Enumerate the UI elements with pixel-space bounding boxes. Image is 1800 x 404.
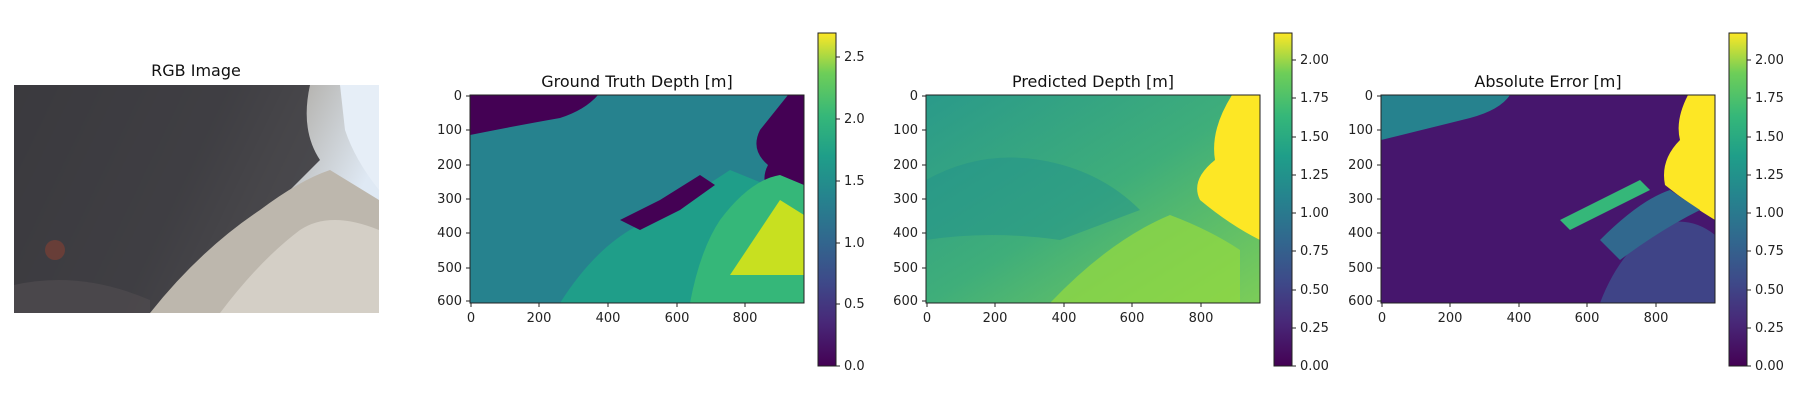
y-tick-label: 200 <box>1348 158 1373 173</box>
y-tick-label: 400 <box>1348 226 1373 241</box>
x-tick-label: 200 <box>527 311 552 326</box>
x-tick-label: 800 <box>1189 311 1214 326</box>
colorbar-tick-label: 1.50 <box>1300 130 1329 145</box>
x-tick-label: 0 <box>923 311 931 326</box>
panel-title-predicted: Predicted Depth [m] <box>1012 72 1174 91</box>
absolute-error-x-axis: 0 200 400 600 800 <box>1378 303 1669 326</box>
colorbar-tick-label: 1.25 <box>1300 168 1329 183</box>
predicted-colorbar: 0.00 0.25 0.50 0.75 1.00 1.25 1.50 1.75 … <box>1273 32 1329 374</box>
ground-truth-y-axis: 0 100 200 300 400 500 600 <box>437 89 470 309</box>
panel-predicted: Predicted Depth [m] 0 100 200 300 400 50… <box>893 32 1329 374</box>
y-tick-label: 200 <box>893 158 918 173</box>
x-tick-label: 600 <box>1120 311 1145 326</box>
colorbar-tick-label: 1.50 <box>1755 130 1784 145</box>
rgb-photo <box>14 85 379 313</box>
colorbar-tick-label: 0.50 <box>1300 283 1329 298</box>
colorbar-tick-label: 2.00 <box>1755 53 1784 68</box>
ground-truth-x-axis: 0 200 400 600 800 <box>467 303 758 326</box>
panel-title-ground-truth: Ground Truth Depth [m] <box>541 72 732 91</box>
colorbar-tick-label: 2.0 <box>844 112 865 127</box>
colorbar-tick-label: 0.00 <box>1300 359 1329 374</box>
y-tick-label: 500 <box>437 261 462 276</box>
y-tick-label: 500 <box>1348 261 1373 276</box>
colorbar-tick-label: 0.0 <box>844 359 865 374</box>
colorbar-tick-label: 1.00 <box>1300 206 1329 221</box>
colorbar-tick-label: 0.25 <box>1300 321 1329 336</box>
panel-title-absolute-error: Absolute Error [m] <box>1474 72 1621 91</box>
ground-truth-image <box>470 95 804 303</box>
colorbar-tick-label: 0.00 <box>1755 359 1784 374</box>
colorbar-tick-label: 0.25 <box>1755 321 1784 336</box>
x-tick-label: 0 <box>1378 311 1386 326</box>
absolute-error-colorbar: 0.00 0.25 0.50 0.75 1.00 1.25 1.50 1.75 … <box>1728 32 1784 374</box>
panel-ground-truth: Ground Truth Depth [m] 0 100 200 300 400… <box>437 32 865 374</box>
ground-truth-colorbar: 0.0 0.5 1.0 1.5 2.0 2.5 <box>817 32 865 374</box>
y-tick-label: 0 <box>454 89 462 104</box>
colorbar-tick-label: 2.5 <box>844 50 865 65</box>
x-tick-label: 400 <box>596 311 621 326</box>
y-tick-label: 400 <box>893 226 918 241</box>
predicted-x-axis: 0 200 400 600 800 <box>923 303 1214 326</box>
y-tick-label: 100 <box>437 123 462 138</box>
colorbar-tick-label: 0.75 <box>1300 244 1329 259</box>
y-tick-label: 600 <box>1348 294 1373 309</box>
colorbar-tick-label: 0.5 <box>844 297 865 312</box>
colorbar-tick-label: 1.75 <box>1300 91 1329 106</box>
y-tick-label: 300 <box>893 192 918 207</box>
panel-absolute-error: Absolute Error [m] 0 100 200 300 400 500… <box>1348 32 1784 374</box>
colorbar-tick-label: 1.75 <box>1755 91 1784 106</box>
x-tick-label: 0 <box>467 311 475 326</box>
panel-rgb: RGB Image <box>14 61 379 313</box>
y-tick-label: 0 <box>1365 89 1373 104</box>
predicted-depth-image <box>926 95 1260 303</box>
colorbar-tick-label: 1.25 <box>1755 168 1784 183</box>
predicted-y-axis: 0 100 200 300 400 500 600 <box>893 89 926 309</box>
x-tick-label: 600 <box>665 311 690 326</box>
y-tick-label: 600 <box>893 294 918 309</box>
colorbar-tick-label: 1.00 <box>1755 206 1784 221</box>
y-tick-label: 600 <box>437 294 462 309</box>
x-tick-label: 400 <box>1052 311 1077 326</box>
panel-title-rgb: RGB Image <box>151 61 241 80</box>
y-tick-label: 0 <box>910 89 918 104</box>
colorbar-tick-label: 2.00 <box>1300 53 1329 68</box>
y-tick-label: 200 <box>437 158 462 173</box>
colorbar-tick-label: 0.75 <box>1755 244 1784 259</box>
colorbar-tick-label: 1.5 <box>844 174 865 189</box>
y-tick-label: 100 <box>1348 123 1373 138</box>
y-tick-label: 300 <box>1348 192 1373 207</box>
x-tick-label: 800 <box>733 311 758 326</box>
x-tick-label: 200 <box>983 311 1008 326</box>
x-tick-label: 600 <box>1575 311 1600 326</box>
colorbar-tick-label: 0.50 <box>1755 283 1784 298</box>
y-tick-label: 500 <box>893 261 918 276</box>
x-tick-label: 800 <box>1644 311 1669 326</box>
y-tick-label: 300 <box>437 192 462 207</box>
y-tick-label: 100 <box>893 123 918 138</box>
x-tick-label: 400 <box>1507 311 1532 326</box>
x-tick-label: 200 <box>1438 311 1463 326</box>
absolute-error-image <box>1381 95 1715 303</box>
colorbar-tick-label: 1.0 <box>844 236 865 251</box>
y-tick-label: 400 <box>437 226 462 241</box>
absolute-error-y-axis: 0 100 200 300 400 500 600 <box>1348 89 1381 309</box>
